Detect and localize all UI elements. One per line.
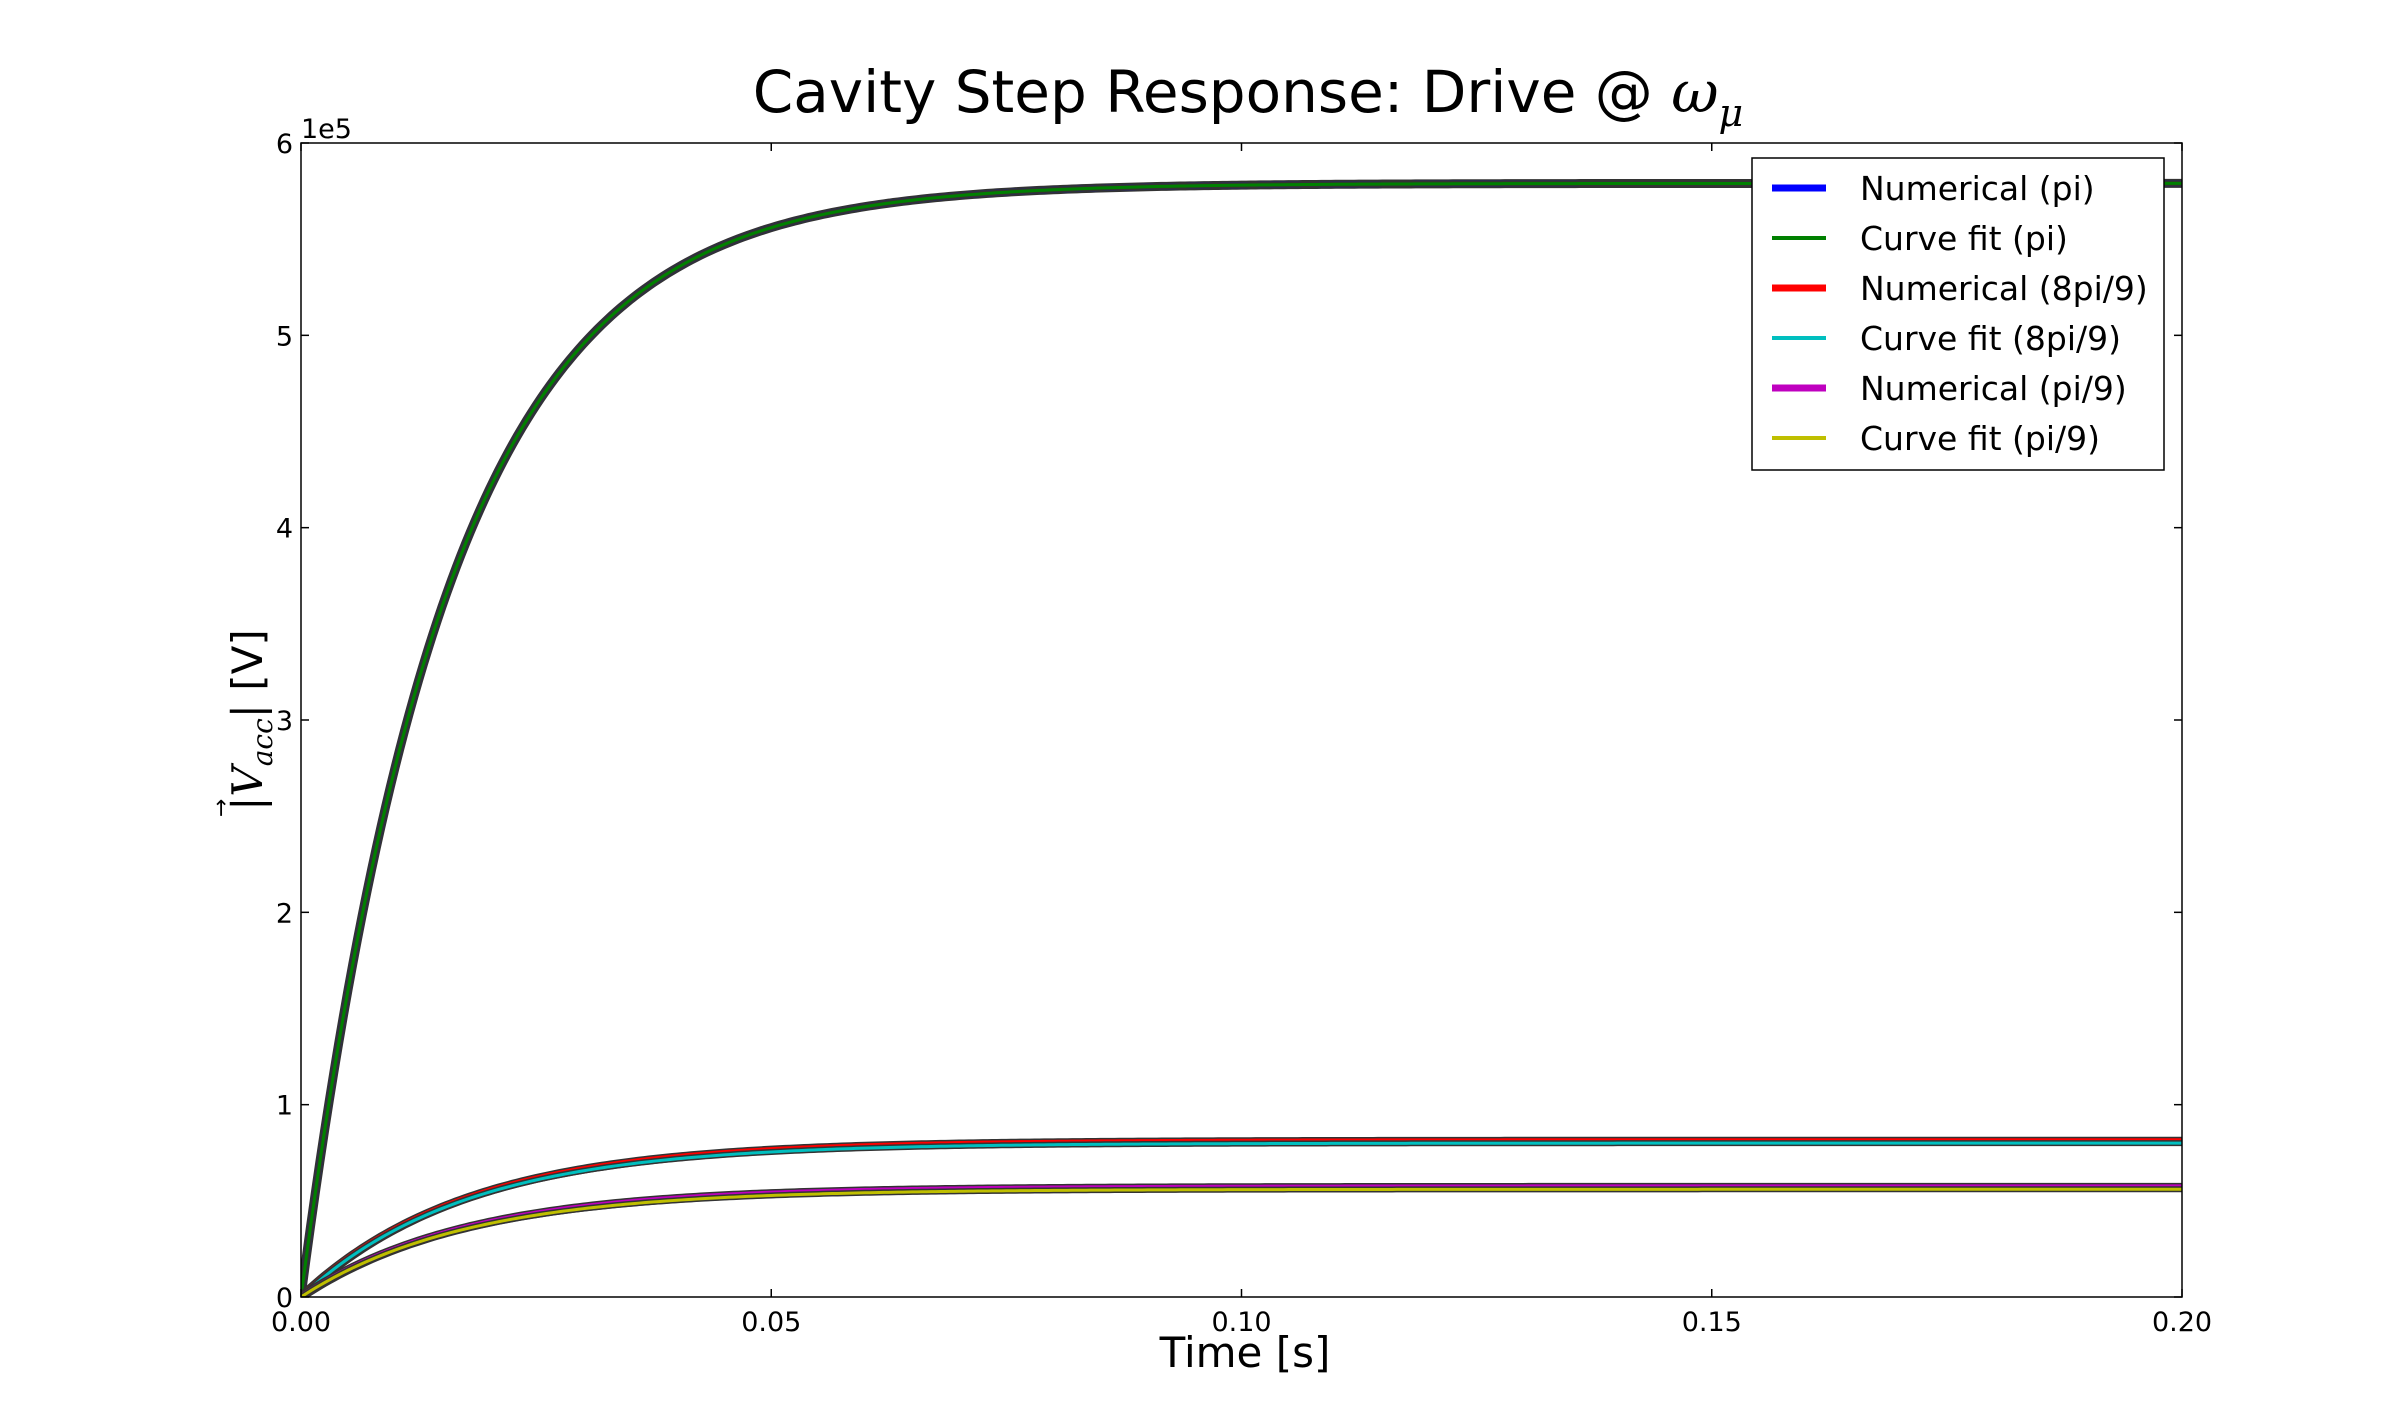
chart-title-math: ω bbox=[1671, 58, 1718, 126]
legend-label-1: Curve fit (pi) bbox=[1860, 219, 2068, 258]
x-tick-label: 0.15 bbox=[1682, 1307, 1742, 1338]
y-tick-label: 1 bbox=[276, 1091, 293, 1122]
y-axis-label-group: |Vacc| [V]→ bbox=[209, 629, 279, 817]
x-tick-label: 0.10 bbox=[1211, 1307, 1271, 1338]
axes-layer bbox=[300, 142, 2183, 1298]
x-tick-label: 0.20 bbox=[2152, 1307, 2212, 1338]
y-axis-label-unit: [V] bbox=[223, 629, 272, 704]
series-outline-2 bbox=[301, 1136, 2182, 1297]
curves-layer bbox=[301, 178, 2182, 1297]
y-axis-label-math-end: | bbox=[223, 704, 272, 718]
chart-title: Cavity Step Response: Drive @ ωμ bbox=[753, 58, 1744, 135]
legend-box bbox=[1751, 157, 2165, 471]
series-line-2 bbox=[301, 1138, 2182, 1297]
legend-label-5: Curve fit (pi/9) bbox=[1860, 419, 2100, 458]
legend: Numerical (pi) Curve fit (pi) Numerical (8… bbox=[1751, 157, 2165, 471]
y-axis-label-math: |V bbox=[223, 763, 272, 811]
legend-label-0: Numerical (pi) bbox=[1860, 169, 2095, 208]
series-line-3 bbox=[301, 1141, 2182, 1297]
x-tick-label: 0.05 bbox=[741, 1307, 801, 1338]
y-axis-label: |Vacc| [V] bbox=[223, 629, 279, 811]
y-tick-label: 0 bbox=[276, 1283, 293, 1314]
series-line-5 bbox=[301, 1187, 2182, 1297]
text-layer: 0.00 0.05 0.10 0.15 0.20 0 1 2 3 4 5 6 1e5 Cavity Ste… bbox=[209, 58, 2212, 1377]
y-multiplier-label: 1e5 bbox=[301, 114, 352, 145]
y-tick-label: 2 bbox=[276, 898, 293, 929]
y-tick-label: 4 bbox=[276, 514, 293, 545]
legend-label-3: Curve fit (8pi/9) bbox=[1860, 319, 2121, 358]
y-axis-label-math-sub: acc bbox=[246, 718, 279, 766]
x-axis-label: Time [s] bbox=[1159, 1328, 1331, 1377]
chart-title-main: Cavity Step Response: Drive @ bbox=[753, 58, 1672, 126]
y-axis-label-vector-arrow: → bbox=[209, 799, 234, 817]
y-tick-label: 6 bbox=[276, 129, 293, 160]
legend-label-2: Numerical (8pi/9) bbox=[1860, 269, 2148, 308]
x-tick-label: 0.00 bbox=[271, 1307, 331, 1338]
chart-title-math-sub: μ bbox=[1719, 91, 1744, 135]
legend-label-4: Numerical (pi/9) bbox=[1860, 369, 2127, 408]
series-outline-4 bbox=[301, 1182, 2182, 1297]
y-tick-label: 5 bbox=[276, 321, 293, 352]
y-tick-label: 3 bbox=[276, 706, 293, 737]
